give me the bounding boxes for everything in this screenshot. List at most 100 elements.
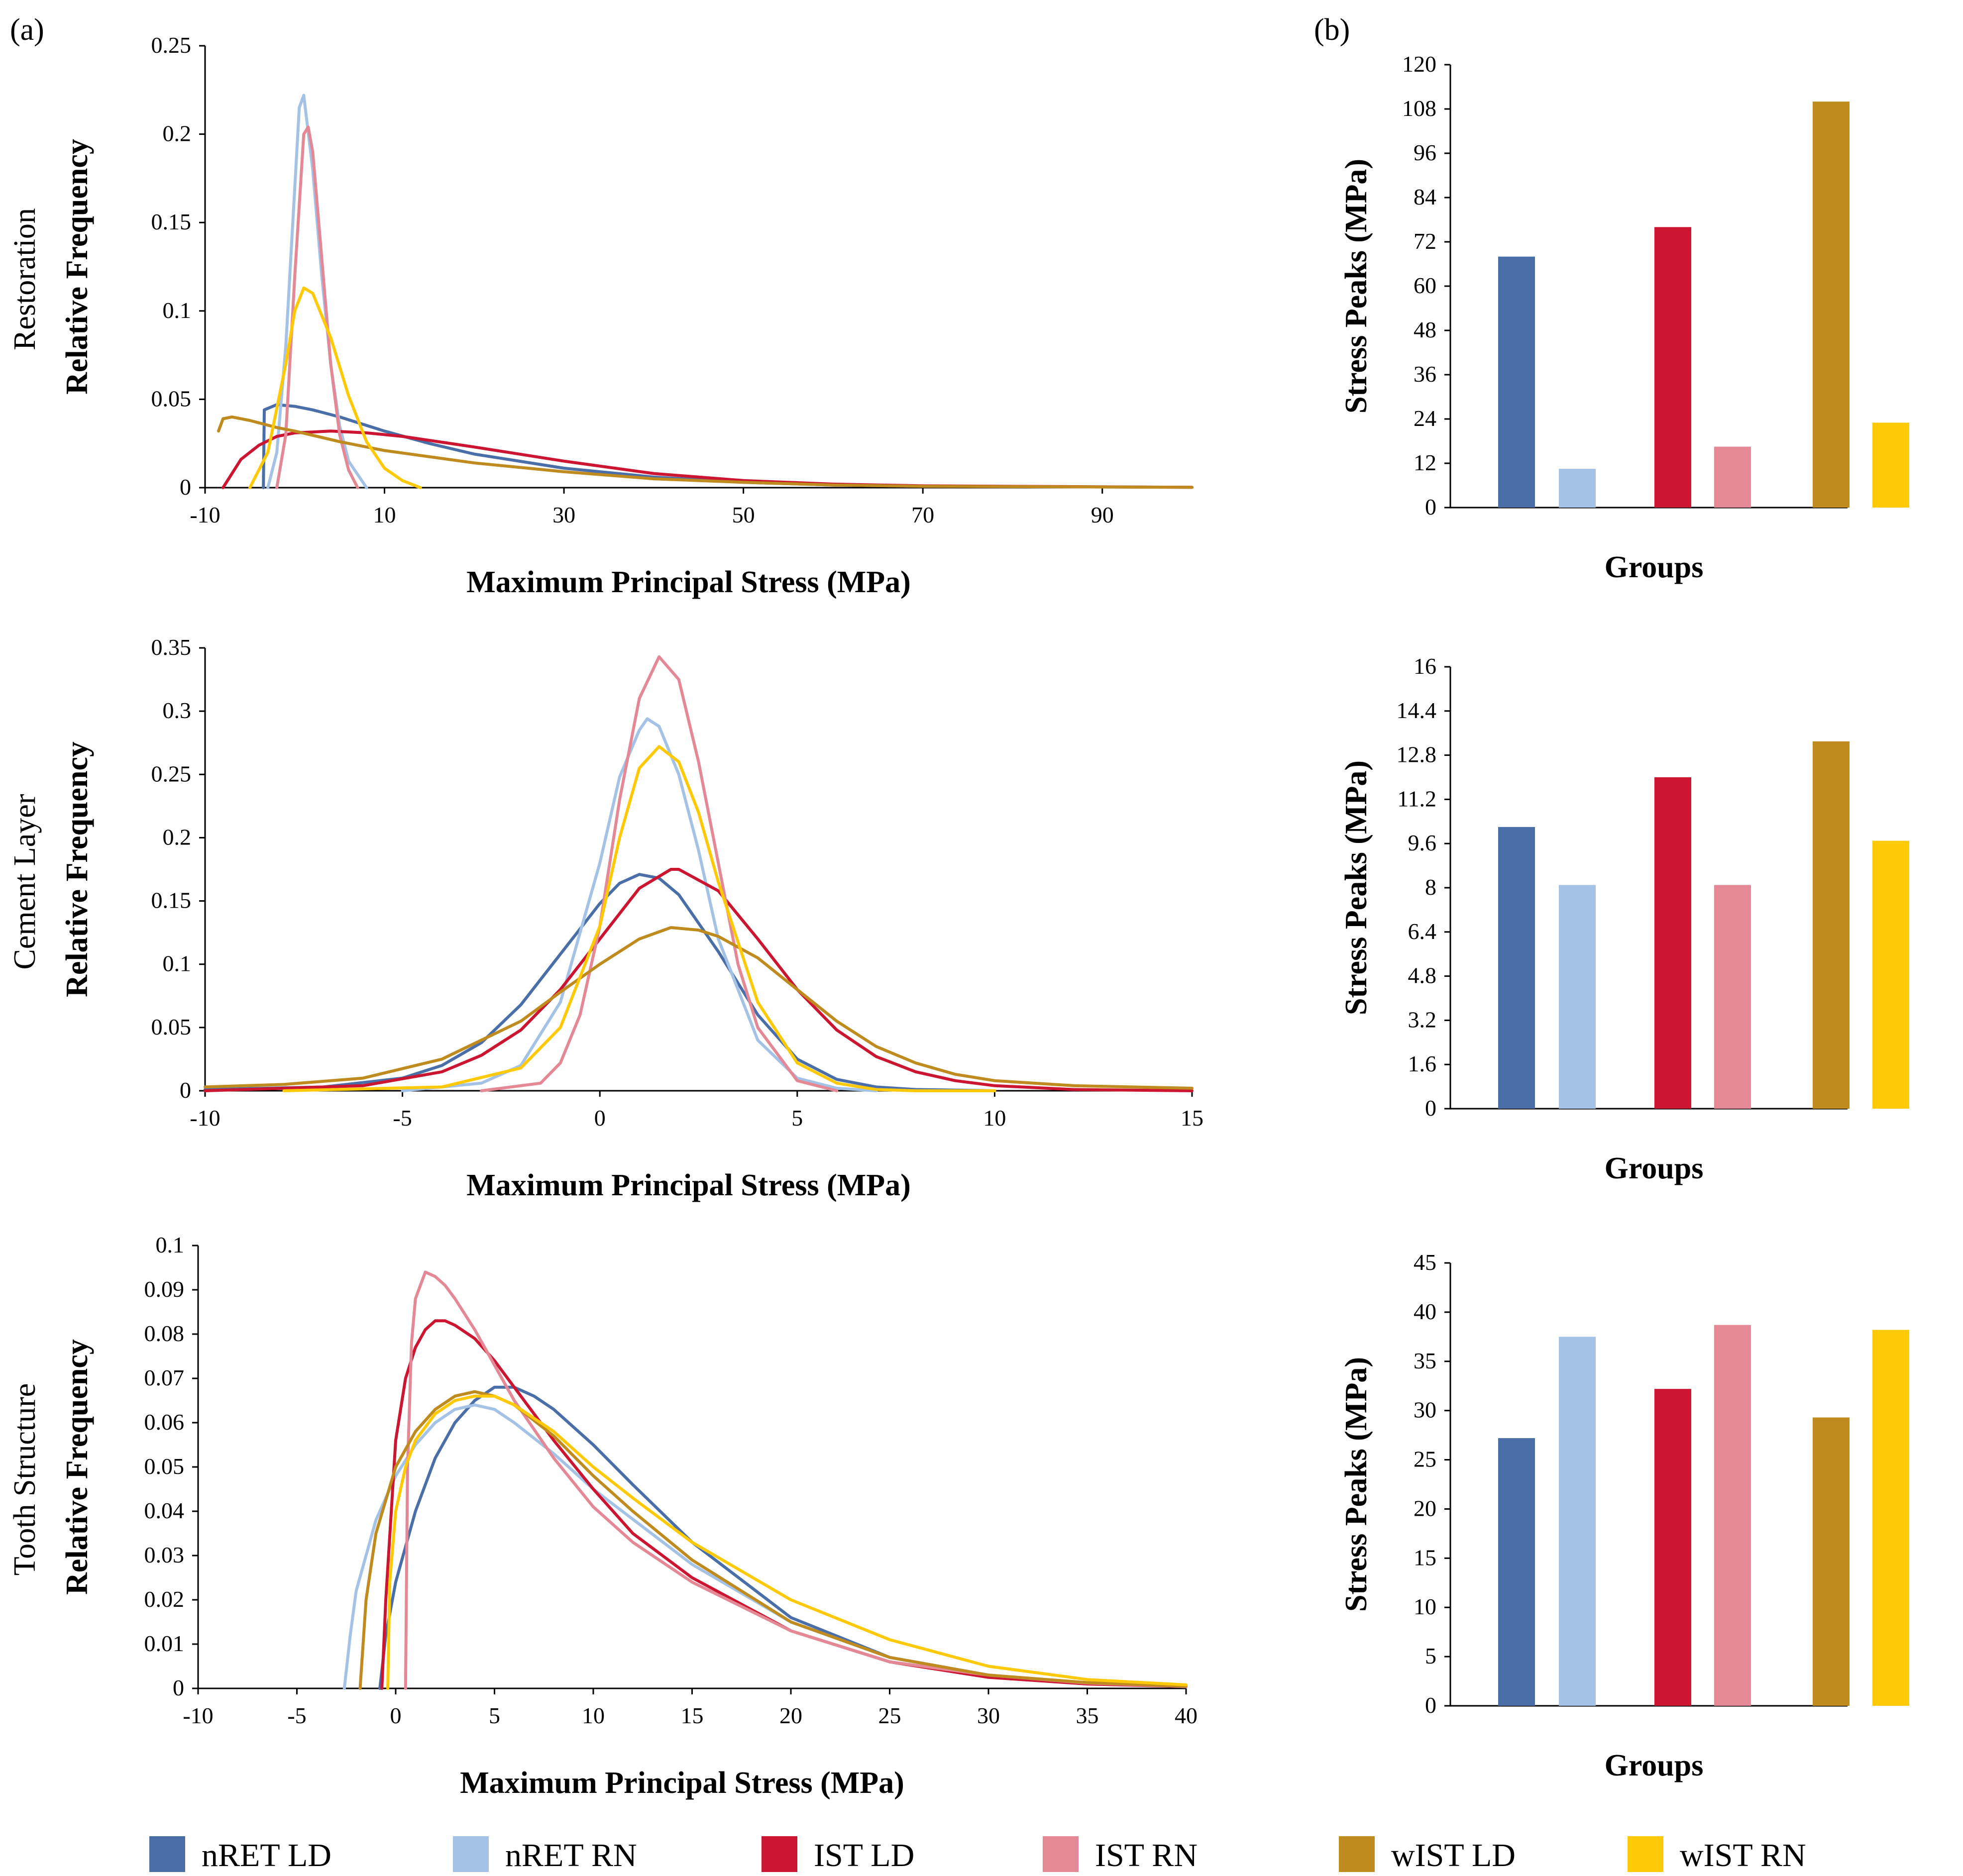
chart-line-cement-layer: 0 0.05 0.1 0.15 0.2 0.25 0.3 0.35 -10 -5 0 5 10 15 Max… xyxy=(8,634,1203,1202)
bar-nret-rn xyxy=(1559,469,1596,508)
charts-layer: 00.050.10.150.20.25-10 10 30 50 70 90Maximum … xyxy=(8,32,1909,1800)
y-tick-label: 60 xyxy=(1414,273,1436,298)
y-tick-label: 0.07 xyxy=(144,1365,185,1390)
y-axis-label: Stress Peaks (MPa) xyxy=(1339,760,1373,1015)
x-tick-label: -10 xyxy=(183,1703,213,1728)
y-tick-label: 0.25 xyxy=(151,32,192,58)
panel-label-a: (a) xyxy=(10,13,44,47)
y-tick-label: 45 xyxy=(1414,1250,1436,1275)
y-tick-label: 0.02 xyxy=(144,1586,185,1612)
series-line-nret-ld xyxy=(262,403,1194,489)
legend-item-nret-rn: nRET RN xyxy=(453,1836,637,1874)
y-tick-label: 4.8 xyxy=(1408,963,1437,988)
row-label: Tooth Structure xyxy=(8,1383,42,1576)
legend-label-ist-ld: IST LD xyxy=(814,1837,914,1874)
series-line-ist-ld xyxy=(221,429,1194,489)
x-tick-label: 15 xyxy=(1181,1105,1203,1131)
y-axis-label: Relative Frequency xyxy=(60,139,94,395)
bar-ist-ld xyxy=(1654,1389,1691,1706)
chart-bar-cement-layer: 0 1.6 3.2 4.8 6.4 8 9.6 11.2 12.8 14.4 16 Groups Str… xyxy=(1339,653,1909,1185)
legend-item-ist-rn: IST RN xyxy=(1043,1836,1198,1874)
bar-wist-ld xyxy=(1813,741,1850,1109)
legend-swatch-wist-rn xyxy=(1628,1836,1663,1872)
y-tick-label: 14.4 xyxy=(1397,698,1437,723)
legend-label-wist-rn: wIST RN xyxy=(1680,1837,1806,1874)
y-tick-label: 0.1 xyxy=(163,298,192,323)
chart-bar-tooth-structure: 0 5 10 15 20 25 30 35 40 45 Groups Stress Peaks (MP… xyxy=(1339,1250,1909,1782)
y-tick-label: 0 xyxy=(1425,1095,1436,1121)
y-tick-label: 0.05 xyxy=(151,1014,192,1040)
y-tick-label: 0.2 xyxy=(163,824,192,849)
y-tick-label: 72 xyxy=(1414,228,1436,254)
bar-ist-ld xyxy=(1654,777,1691,1109)
y-tick-label: 0 xyxy=(1425,1692,1436,1718)
y-tick-label: 35 xyxy=(1414,1348,1436,1373)
y-tick-label: 0.15 xyxy=(151,209,192,234)
x-tick-label: 40 xyxy=(1175,1703,1198,1728)
y-tick-label: 0.35 xyxy=(151,634,192,660)
x-tick-label: 0 xyxy=(390,1703,402,1728)
y-tick-label: 9.6 xyxy=(1408,830,1437,855)
x-tick-label: 5 xyxy=(489,1703,500,1728)
bar-wist-ld xyxy=(1813,1417,1850,1706)
chart-line-restoration: 0 0.05 0.1 0.15 0.2 0.25 -10 10 30 50 70 90 Maximum … xyxy=(8,32,1194,599)
x-axis-label: Groups xyxy=(1605,550,1704,584)
y-tick-label: 20 xyxy=(1414,1495,1436,1521)
series-line-nret-ld xyxy=(378,1385,1188,1690)
y-tick-label: 0.01 xyxy=(144,1631,185,1656)
bar-ist-rn xyxy=(1714,1325,1751,1706)
y-tick-label: 5 xyxy=(1425,1643,1436,1668)
x-tick-label: 10 xyxy=(983,1105,1006,1131)
x-tick-label: -5 xyxy=(393,1105,412,1131)
x-tick-label: 30 xyxy=(552,502,575,527)
y-tick-label: 16 xyxy=(1414,653,1436,679)
series-line-wist-ld xyxy=(204,926,1194,1090)
series-line-nret-ld xyxy=(204,873,996,1092)
x-tick-label: 10 xyxy=(582,1703,605,1728)
y-tick-label: 6.4 xyxy=(1408,919,1437,944)
y-axis-label: Relative Frequency xyxy=(60,741,94,997)
chart-bar-restoration: 0 12 24 36 48 60 72 84 96 108 120 Groups Stress Peak… xyxy=(1339,51,1909,584)
chart-line-tooth-structure: 0 0.01 0.02 0.03 0.04 0.05 0.06 0.07 0.08 0.09 0.1… xyxy=(8,1232,1198,1800)
series-line-wist-ld xyxy=(358,1390,1188,1690)
series-line-wist-rn xyxy=(282,745,996,1092)
y-tick-label: 36 xyxy=(1414,361,1436,387)
y-tick-label: 0 xyxy=(1425,494,1436,520)
y-tick-label: 48 xyxy=(1414,317,1436,342)
y-tick-label: 8 xyxy=(1425,874,1436,900)
series-line-nret-rn xyxy=(401,717,878,1092)
bar-wist-rn xyxy=(1872,1330,1909,1706)
panel-label-b: (b) xyxy=(1314,13,1350,47)
y-tick-label: 0.06 xyxy=(144,1409,185,1435)
x-tick-label: 50 xyxy=(732,502,755,527)
legend-item-ist-ld: IST LD xyxy=(762,1836,914,1874)
bar-wist-rn xyxy=(1872,840,1909,1109)
x-tick-label: 5 xyxy=(791,1105,803,1131)
y-tick-label: 0.3 xyxy=(163,698,192,723)
y-tick-label: 0.25 xyxy=(151,761,192,786)
y-tick-label: 0.1 xyxy=(156,1232,185,1257)
x-tick-label: 25 xyxy=(878,1703,901,1728)
x-tick-label: 15 xyxy=(681,1703,704,1728)
series-line-wist-ld xyxy=(217,415,1194,489)
y-tick-label: 40 xyxy=(1414,1299,1436,1324)
legend-label-wist-ld: wIST LD xyxy=(1391,1837,1516,1874)
y-axis-label: Relative Frequency xyxy=(60,1339,94,1595)
bar-wist-ld xyxy=(1813,102,1850,508)
x-axis-label: Groups xyxy=(1605,1749,1704,1782)
series-line-wist-rn xyxy=(248,286,422,489)
legend-swatch-nret-ld xyxy=(149,1836,185,1872)
x-axis-label: Maximum Principal Stress (MPa) xyxy=(466,565,911,599)
y-tick-label: 0.03 xyxy=(144,1542,185,1567)
x-axis-label: Groups xyxy=(1605,1151,1704,1185)
bar-wist-rn xyxy=(1872,422,1909,508)
y-tick-label: 3.2 xyxy=(1408,1007,1437,1032)
legend-swatch-ist-ld xyxy=(762,1836,797,1872)
y-tick-label: 96 xyxy=(1414,140,1436,165)
legend-label-nret-rn: nRET RN xyxy=(505,1837,637,1874)
y-tick-label: 0.15 xyxy=(151,888,192,913)
x-tick-label: 30 xyxy=(977,1703,1000,1728)
x-tick-label: 20 xyxy=(779,1703,802,1728)
bar-nret-ld xyxy=(1498,256,1535,508)
x-axis-label: Maximum Principal Stress (MPa) xyxy=(466,1168,911,1202)
